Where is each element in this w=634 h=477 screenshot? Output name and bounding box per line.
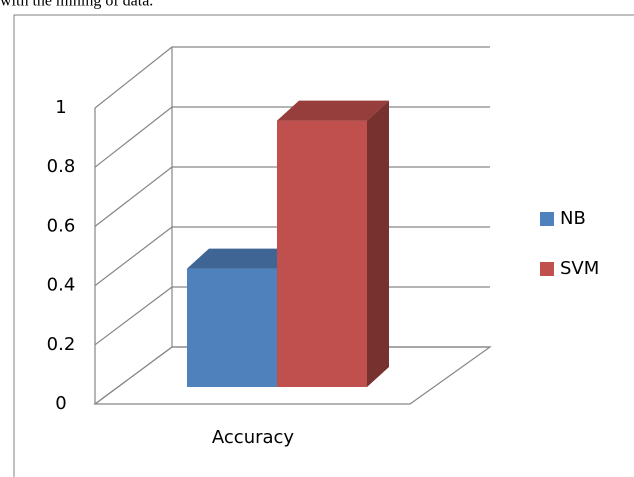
legend-label: NB bbox=[560, 208, 586, 229]
y-tick-label: 0.8 bbox=[47, 156, 76, 177]
legend-label: SVM bbox=[560, 258, 599, 279]
y-tick-label: 0.6 bbox=[47, 215, 76, 236]
legend-swatch bbox=[540, 212, 554, 226]
legend-swatch bbox=[540, 262, 554, 276]
bar-side bbox=[367, 100, 389, 387]
bar bbox=[187, 268, 277, 387]
x-tick-label: Accuracy bbox=[212, 427, 295, 448]
context-text: with the mining of data. bbox=[0, 0, 153, 10]
bar bbox=[277, 120, 367, 387]
bar-top bbox=[187, 248, 299, 269]
y-tick-label: 1 bbox=[55, 97, 66, 118]
y-tick-label: 0.2 bbox=[47, 334, 76, 355]
grid-line bbox=[94, 46, 490, 109]
chart-frame bbox=[13, 14, 634, 477]
y-tick-label: 0 bbox=[55, 393, 66, 414]
bar-top bbox=[277, 100, 389, 121]
y-tick-label: 0.4 bbox=[47, 275, 76, 296]
